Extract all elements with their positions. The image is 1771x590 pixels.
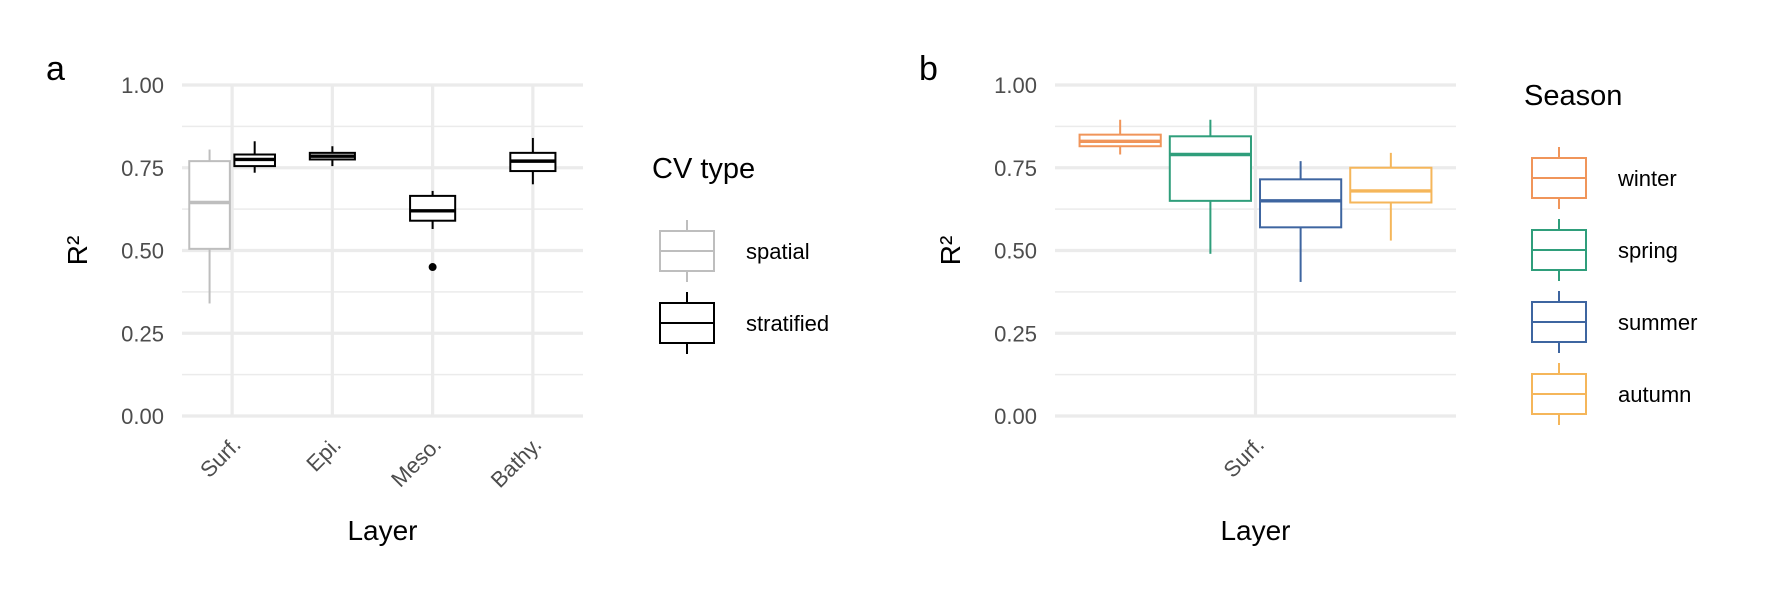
legend-title: CV type [652, 153, 755, 185]
outlier-point [428, 263, 437, 272]
box-autumn [1349, 166, 1433, 204]
box-spring [1168, 135, 1252, 202]
legend-label-summer: summer [1618, 310, 1697, 335]
legend-label-spring: spring [1618, 238, 1678, 263]
y-tick-label: 0.50 [121, 239, 164, 264]
legend-label-autumn: autumn [1618, 382, 1691, 407]
y-tick-label: 1.00 [994, 73, 1037, 98]
y-tick-label: 0.00 [121, 404, 164, 429]
legend-label-winter: winter [1617, 166, 1677, 191]
legend-title: Season [1524, 80, 1622, 112]
y-tick-label: 0.75 [121, 156, 164, 181]
y-tick-label: 0.25 [121, 321, 164, 346]
x-tick-label: Surf. [1218, 432, 1269, 483]
panel-label: a [46, 50, 65, 88]
x-tick-label: Epi. [301, 432, 345, 476]
x-axis-title: Layer [347, 515, 417, 546]
x-axis-title: Layer [1220, 515, 1290, 546]
y-tick-label: 0.75 [994, 156, 1037, 181]
panel-b: 0.00 0.25 0.50 0.75 1.00 Surf. Layer R² b Season w… [919, 50, 1697, 546]
x-tick-label: Meso. [386, 432, 446, 492]
legend-label-spatial: spatial [746, 239, 810, 264]
y-axis-title: R² [62, 236, 93, 266]
box-stratified [409, 194, 457, 222]
box-summer [1259, 178, 1343, 229]
panel-label: b [919, 50, 938, 88]
legend-label-stratified: stratified [746, 311, 829, 336]
y-tick-label: 0.00 [994, 404, 1037, 429]
y-tick-label: 0.50 [994, 239, 1037, 264]
x-tick-label: Bathy. [486, 432, 547, 493]
x-tick-label: Surf. [195, 432, 246, 483]
y-axis-title: R² [935, 236, 966, 266]
y-tick-label: 1.00 [121, 73, 164, 98]
box-spatial [188, 160, 231, 250]
panel-a: 0.00 0.25 0.50 0.75 1.00 Surf. Epi. Meso. Bathy.… [46, 50, 829, 546]
y-tick-label: 0.25 [994, 321, 1037, 346]
